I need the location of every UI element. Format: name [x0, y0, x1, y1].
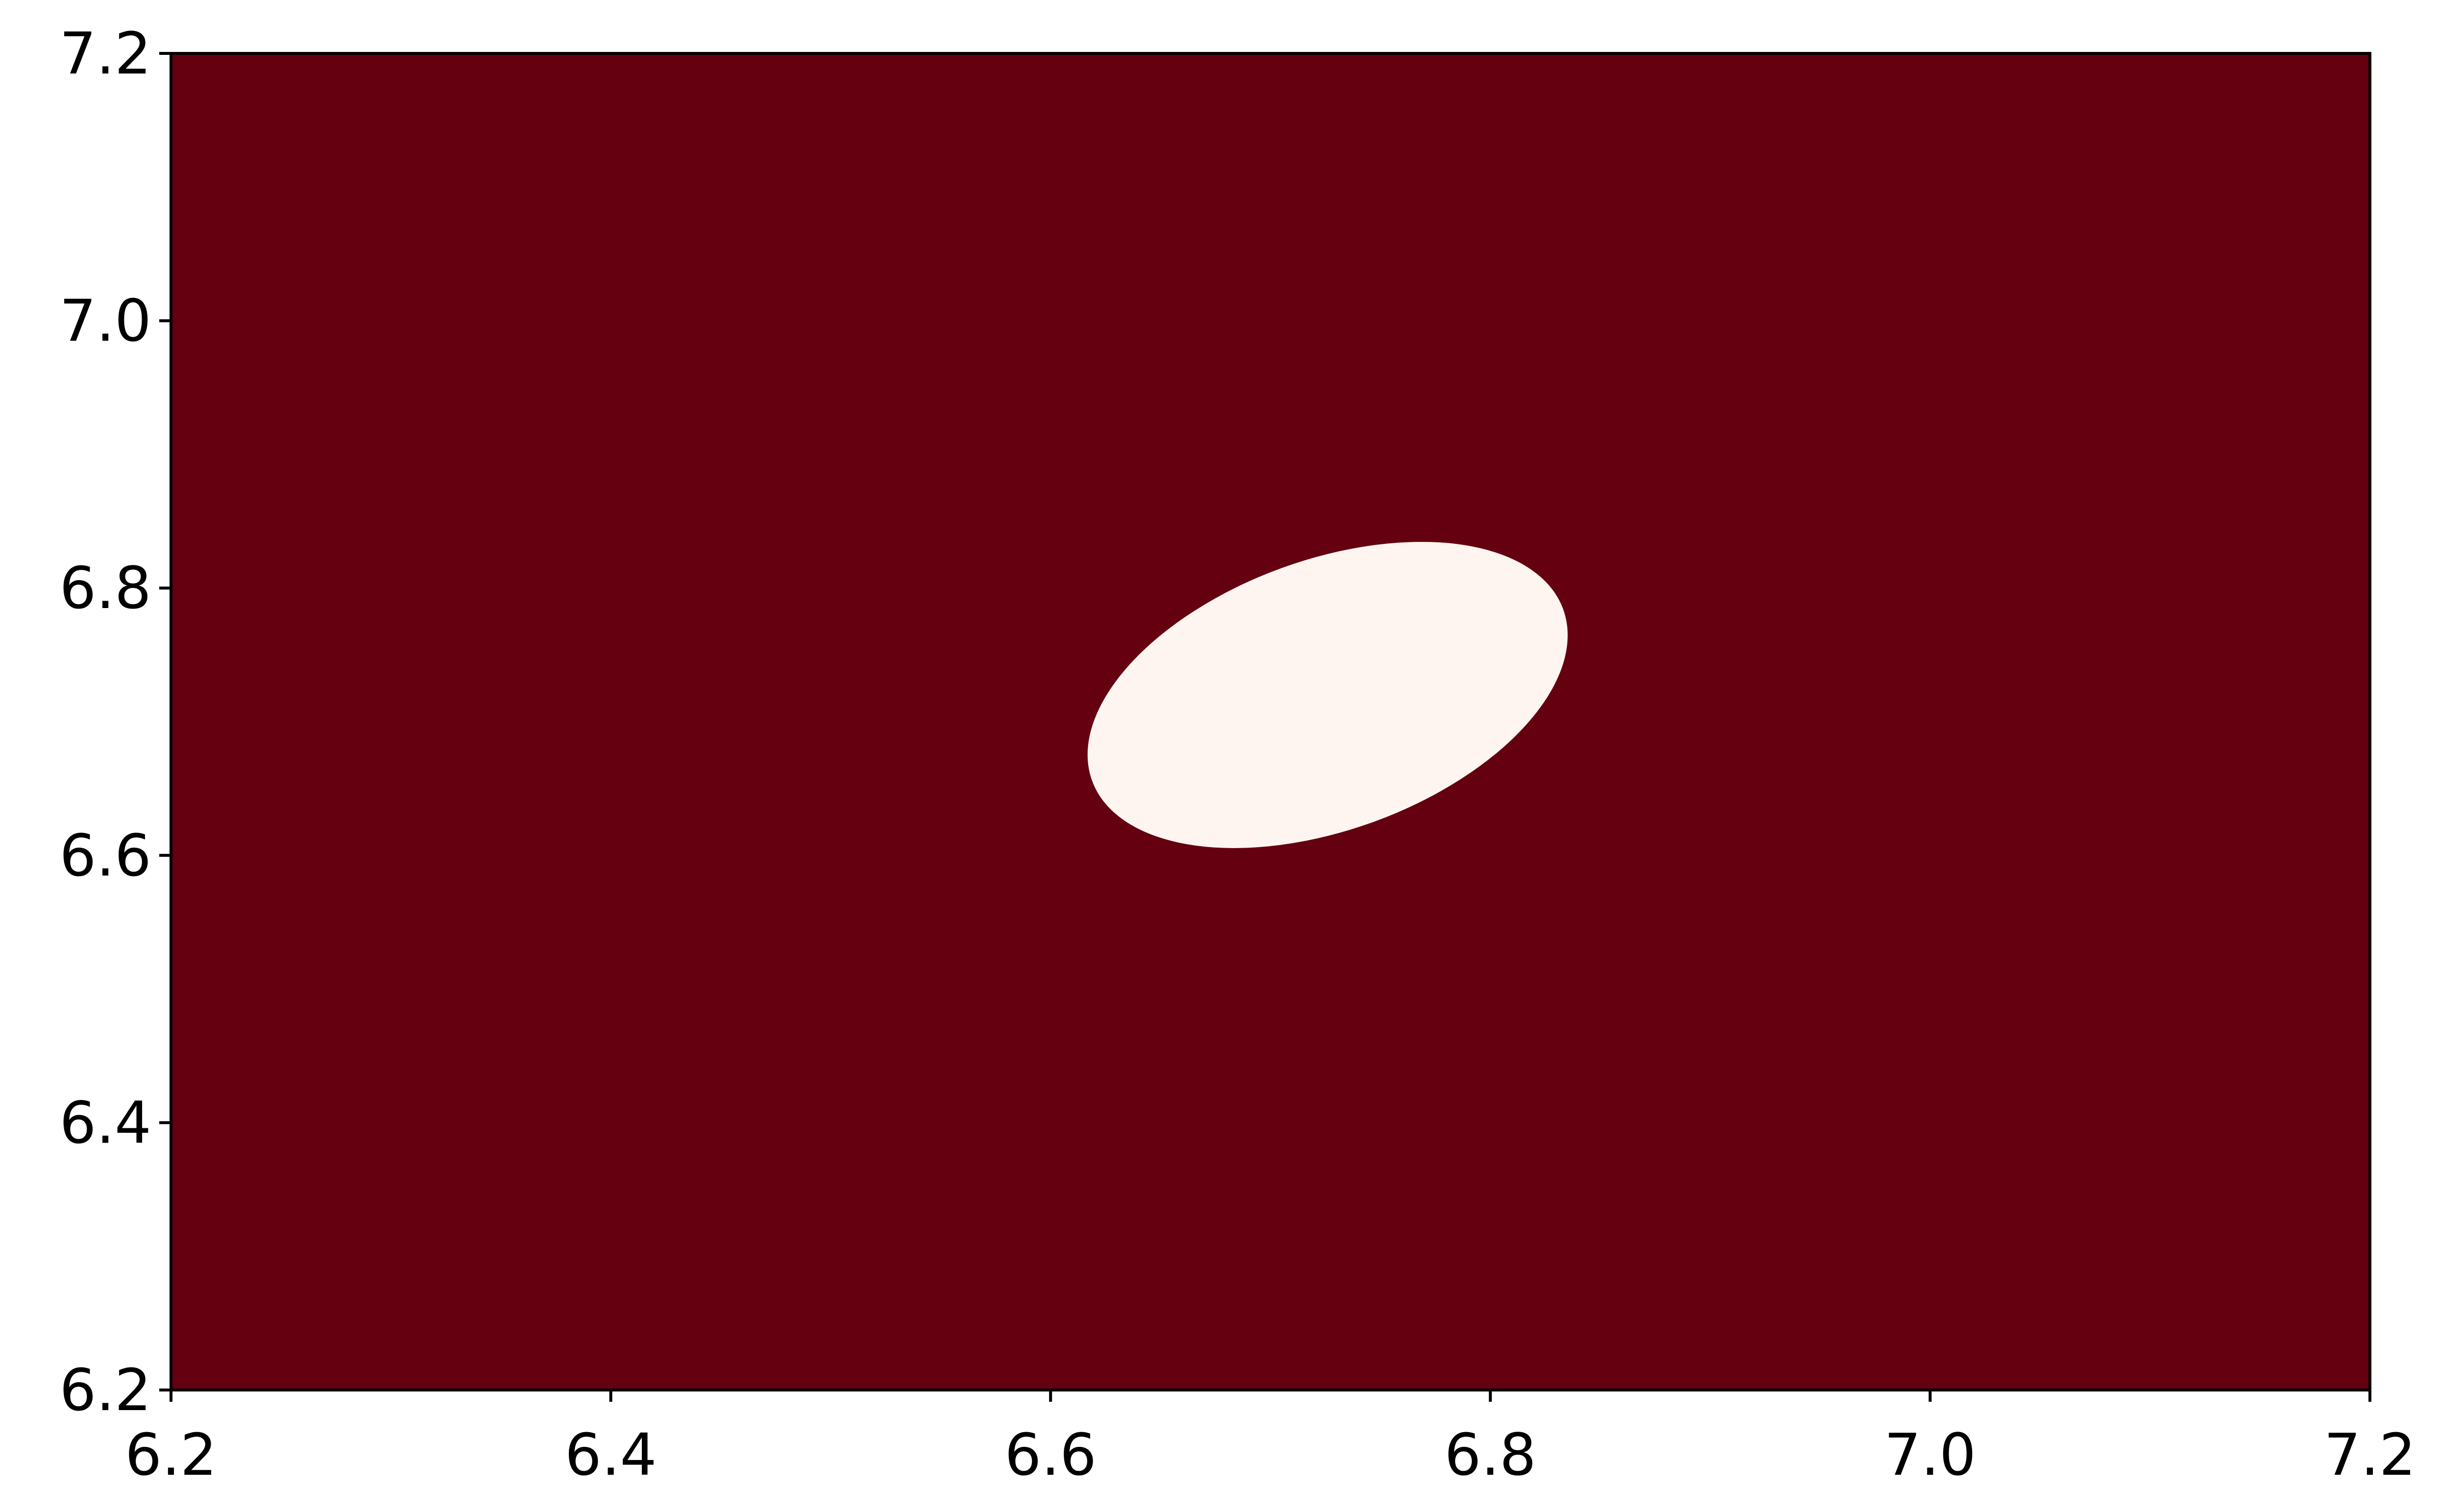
y-axis: 6.2 6.4 6.6 6.8 7.0 7.2 [59, 20, 171, 1424]
x-tick-label: 6.8 [1444, 1421, 1537, 1488]
x-tick-label: 6.6 [1004, 1421, 1097, 1488]
x-tick-label: 7.2 [2324, 1421, 2416, 1488]
y-tick-label: 7.2 [59, 20, 151, 87]
plot-area [171, 53, 2370, 1390]
plot-frame [170, 52, 2371, 1391]
y-tick-label: 6.2 [59, 1356, 151, 1424]
y-tick-label: 7.0 [59, 287, 151, 355]
y-tick-label: 6.4 [59, 1089, 151, 1156]
x-tick-label: 7.0 [1884, 1421, 1976, 1488]
highlight-region [1087, 541, 1568, 848]
x-axis: 6.2 6.4 6.6 6.8 7.0 7.2 [125, 1390, 2416, 1488]
x-tick-label: 6.4 [565, 1421, 657, 1488]
y-tick-label: 6.6 [59, 822, 151, 889]
x-tick-label: 6.2 [125, 1421, 217, 1488]
y-tick-label: 6.8 [59, 554, 151, 622]
